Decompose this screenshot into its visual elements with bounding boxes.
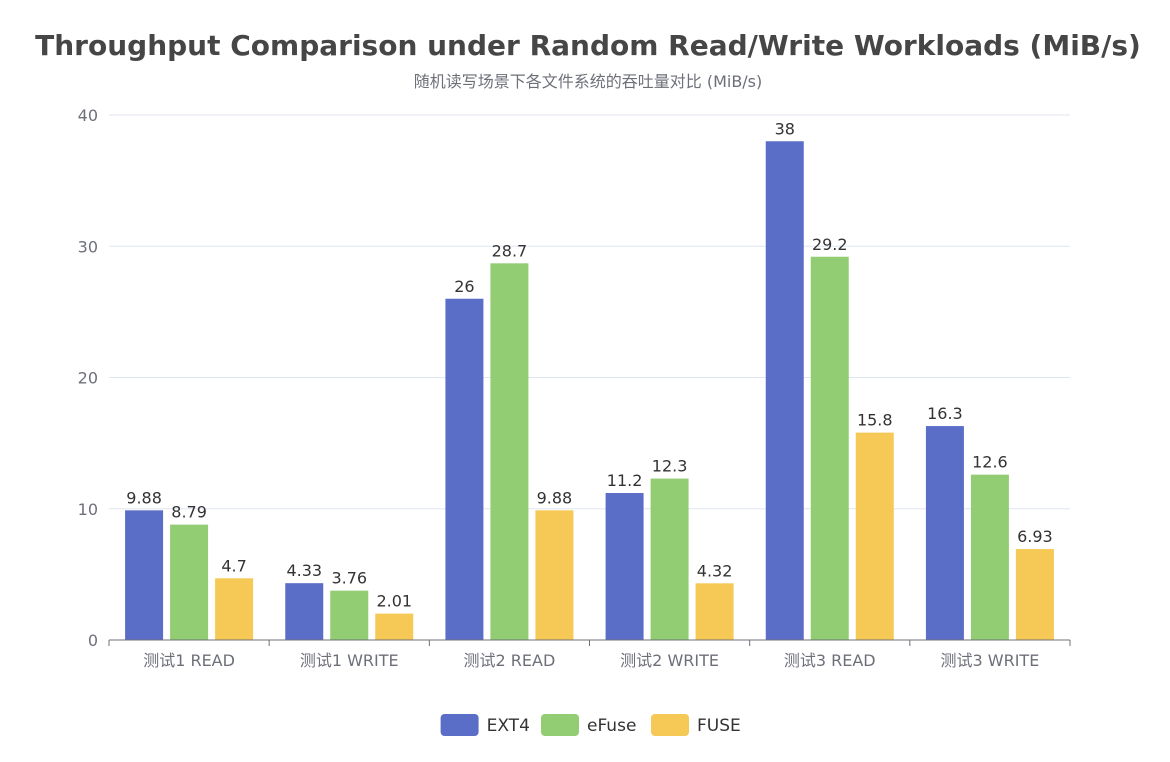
legend-swatch bbox=[440, 714, 479, 736]
bar[interactable] bbox=[925, 426, 964, 640]
data-label: 6.93 bbox=[1017, 527, 1053, 546]
bar[interactable] bbox=[810, 256, 849, 640]
x-axis bbox=[108, 639, 1071, 646]
bar[interactable] bbox=[330, 590, 369, 640]
y-axis: 0 10 20 30 40 bbox=[78, 106, 98, 650]
x-tick-label: 测试1 READ bbox=[143, 651, 235, 670]
data-labels: 9.88 4.33 26 11.2 38 16.3 8.79 3.76 28.7 12.3 29.2… bbox=[126, 119, 1052, 610]
data-label: 4.33 bbox=[286, 561, 322, 580]
bar[interactable] bbox=[605, 493, 644, 640]
data-label: 8.79 bbox=[171, 503, 207, 522]
legend-swatch bbox=[651, 714, 689, 736]
data-label: 11.2 bbox=[607, 471, 643, 490]
data-label: 28.7 bbox=[492, 241, 528, 260]
legend-item[interactable]: FUSE bbox=[651, 714, 741, 736]
y-tick-label: 10 bbox=[78, 500, 98, 519]
bar[interactable] bbox=[490, 263, 529, 640]
bar[interactable] bbox=[970, 474, 1009, 640]
bar[interactable] bbox=[535, 510, 574, 640]
x-tick-label: 测试2 WRITE bbox=[620, 651, 719, 670]
data-label: 2.01 bbox=[376, 592, 412, 611]
legend-item[interactable]: eFuse bbox=[541, 714, 636, 736]
bar[interactable] bbox=[650, 478, 689, 640]
x-tick-labels: 测试1 READ 测试1 WRITE 测试2 READ 测试2 WRITE 测试3 RE… bbox=[143, 651, 1039, 670]
bar[interactable] bbox=[695, 583, 734, 640]
legend-label: eFuse bbox=[587, 716, 636, 736]
y-tick-label: 40 bbox=[78, 106, 98, 125]
y-tick-label: 30 bbox=[78, 237, 98, 256]
bar[interactable] bbox=[215, 578, 254, 640]
data-label: 15.8 bbox=[857, 411, 893, 430]
bar[interactable] bbox=[445, 298, 484, 640]
data-label: 29.2 bbox=[812, 235, 848, 254]
data-label: 26 bbox=[454, 277, 474, 296]
data-label: 9.88 bbox=[126, 488, 162, 507]
data-label: 4.32 bbox=[697, 561, 733, 580]
data-label: 12.3 bbox=[652, 457, 688, 476]
bar[interactable] bbox=[285, 583, 324, 640]
data-label: 16.3 bbox=[927, 404, 963, 423]
bar[interactable] bbox=[765, 141, 804, 640]
bar[interactable] bbox=[170, 524, 209, 640]
y-tick-label: 0 bbox=[88, 631, 98, 650]
chart-subtitle: 随机读写场景下各文件系统的吞吐量对比 (MiB/s) bbox=[414, 72, 763, 91]
y-tick-label: 20 bbox=[78, 369, 98, 388]
legend-swatch bbox=[541, 714, 579, 736]
bar[interactable] bbox=[125, 510, 164, 640]
bars bbox=[125, 141, 1054, 640]
bar[interactable] bbox=[1015, 549, 1054, 640]
legend-item[interactable]: EXT4 bbox=[440, 714, 530, 736]
bar[interactable] bbox=[375, 613, 414, 640]
x-tick-label: 测试3 READ bbox=[784, 651, 876, 670]
bar[interactable] bbox=[855, 432, 894, 640]
legend-label: FUSE bbox=[697, 716, 741, 736]
data-label: 9.88 bbox=[537, 488, 573, 507]
data-label: 4.7 bbox=[221, 556, 246, 575]
x-tick-label: 测试2 READ bbox=[464, 651, 556, 670]
data-label: 38 bbox=[775, 119, 795, 138]
data-label: 3.76 bbox=[331, 569, 367, 588]
data-label: 12.6 bbox=[972, 453, 1008, 472]
legend-label: EXT4 bbox=[487, 716, 530, 736]
chart-title: Throughput Comparison under Random Read/… bbox=[35, 29, 1141, 62]
grid-lines bbox=[109, 114, 1070, 510]
x-tick-label: 测试1 WRITE bbox=[300, 651, 399, 670]
x-tick-label: 测试3 WRITE bbox=[941, 651, 1040, 670]
legend[interactable]: EXT4 eFuse FUSE bbox=[440, 714, 741, 736]
